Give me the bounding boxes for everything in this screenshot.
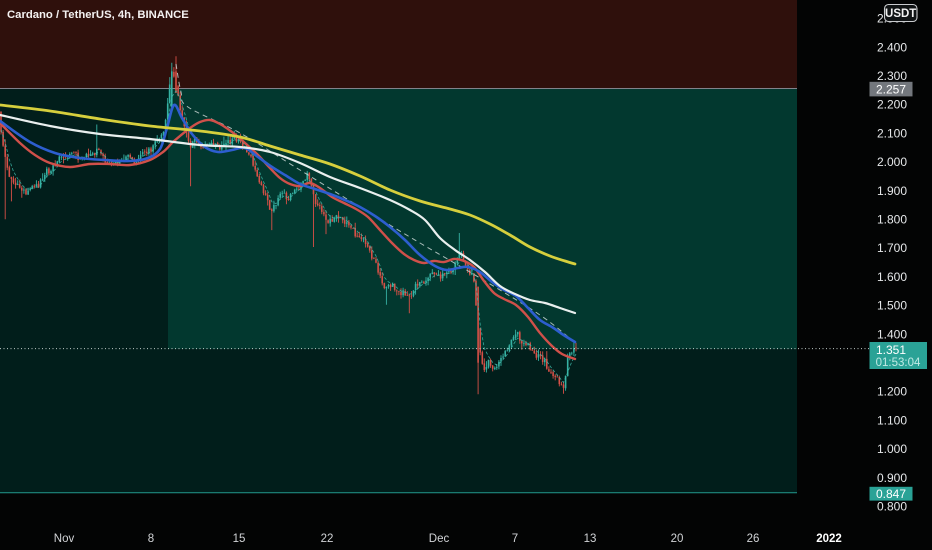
svg-text:2.400: 2.400 bbox=[877, 40, 907, 54]
svg-text:1.600: 1.600 bbox=[877, 270, 907, 284]
svg-text:01:53:04: 01:53:04 bbox=[876, 357, 921, 369]
svg-text:15: 15 bbox=[233, 533, 246, 545]
svg-text:13: 13 bbox=[584, 533, 597, 545]
svg-text:1.100: 1.100 bbox=[877, 413, 907, 427]
svg-text:20: 20 bbox=[671, 533, 684, 545]
svg-text:2.200: 2.200 bbox=[877, 98, 907, 112]
svg-text:2.000: 2.000 bbox=[877, 155, 907, 169]
svg-text:Cardano / TetherUS, 4h, BINANC: Cardano / TetherUS, 4h, BINANCE bbox=[7, 9, 189, 21]
svg-text:22: 22 bbox=[321, 533, 334, 545]
svg-text:2.300: 2.300 bbox=[877, 69, 907, 83]
svg-text:26: 26 bbox=[747, 533, 760, 545]
svg-text:2.257: 2.257 bbox=[876, 82, 906, 96]
svg-text:2022: 2022 bbox=[816, 533, 842, 545]
svg-text:7: 7 bbox=[512, 533, 518, 545]
svg-text:1.700: 1.700 bbox=[877, 241, 907, 255]
svg-text:1.800: 1.800 bbox=[877, 213, 907, 227]
svg-text:1.400: 1.400 bbox=[877, 327, 907, 341]
svg-text:1.351: 1.351 bbox=[876, 343, 906, 357]
svg-text:8: 8 bbox=[148, 533, 154, 545]
svg-text:0.800: 0.800 bbox=[877, 500, 907, 514]
svg-text:2.100: 2.100 bbox=[877, 126, 907, 140]
svg-text:USDT: USDT bbox=[885, 8, 916, 20]
svg-text:1.500: 1.500 bbox=[877, 299, 907, 313]
svg-text:Nov: Nov bbox=[54, 533, 75, 545]
svg-text:1.200: 1.200 bbox=[877, 385, 907, 399]
svg-text:1.000: 1.000 bbox=[877, 442, 907, 456]
svg-text:Dec: Dec bbox=[429, 533, 450, 545]
svg-text:0.900: 0.900 bbox=[877, 471, 907, 485]
svg-text:1.900: 1.900 bbox=[877, 184, 907, 198]
svg-text:0.847: 0.847 bbox=[876, 487, 906, 501]
